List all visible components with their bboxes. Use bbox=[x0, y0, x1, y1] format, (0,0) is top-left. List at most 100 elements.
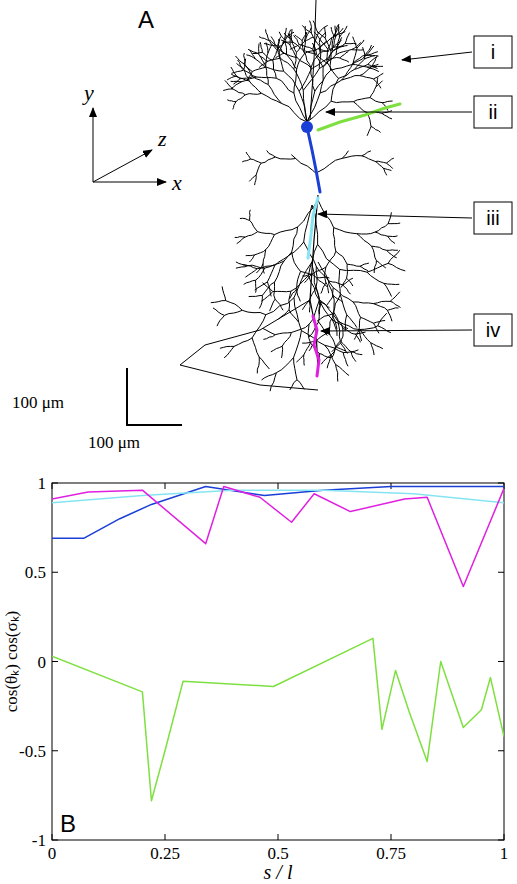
dendrite bbox=[386, 163, 392, 169]
dendrite bbox=[351, 49, 363, 51]
dendrite bbox=[232, 70, 244, 73]
dendrite bbox=[266, 67, 284, 71]
dendrite bbox=[236, 95, 245, 102]
dendrite bbox=[244, 280, 256, 284]
dendrite bbox=[245, 269, 257, 278]
dendrite bbox=[378, 313, 387, 326]
dendrite bbox=[303, 90, 307, 122]
dendrite bbox=[332, 37, 334, 51]
dendrite bbox=[326, 282, 329, 293]
dendrite bbox=[367, 46, 374, 55]
dendrite bbox=[266, 235, 275, 250]
dendrite bbox=[368, 57, 377, 65]
dendrite bbox=[317, 54, 329, 64]
x-tick bbox=[504, 834, 505, 840]
dendrite bbox=[368, 65, 378, 69]
dendrite bbox=[342, 156, 362, 159]
dendrite bbox=[233, 89, 245, 95]
dendrite bbox=[292, 227, 298, 252]
panel-label: B bbox=[60, 810, 76, 837]
dendrite bbox=[318, 262, 333, 288]
dendrite bbox=[262, 373, 277, 380]
dendrite bbox=[252, 67, 266, 71]
dendrite bbox=[236, 262, 248, 266]
dendrite bbox=[246, 72, 252, 81]
dendrite bbox=[260, 42, 262, 52]
dendrite bbox=[345, 33, 350, 44]
dendrite bbox=[372, 246, 387, 250]
dendrite bbox=[371, 126, 381, 132]
axis-arrow bbox=[93, 182, 166, 183]
dendrite bbox=[360, 330, 371, 343]
dendrite bbox=[347, 278, 353, 286]
dendrite bbox=[249, 295, 263, 296]
dendrite bbox=[320, 300, 338, 321]
dendrite bbox=[281, 40, 290, 45]
x-axis-title: s / l bbox=[264, 861, 293, 883]
dendrite bbox=[274, 282, 275, 299]
dendrite bbox=[382, 101, 392, 103]
dendrite bbox=[253, 52, 263, 53]
dendrite bbox=[259, 61, 268, 67]
dendrite bbox=[384, 283, 400, 284]
dendrite bbox=[373, 73, 383, 79]
y-tick-label: 0 bbox=[38, 653, 47, 672]
dendrite bbox=[304, 343, 311, 355]
dendrite bbox=[265, 261, 284, 268]
axis-icon-label: y bbox=[82, 80, 94, 105]
dendrite bbox=[299, 91, 307, 122]
dendrite bbox=[386, 158, 393, 163]
dendrite bbox=[245, 232, 257, 237]
dendrite bbox=[354, 65, 368, 70]
dendrite bbox=[320, 39, 328, 49]
dendrite bbox=[388, 223, 400, 225]
scale-bar-label: 100 μm bbox=[12, 393, 64, 412]
dendrite bbox=[261, 292, 272, 302]
dendrite bbox=[372, 246, 377, 261]
dendrite bbox=[367, 126, 371, 135]
label-box bbox=[474, 96, 512, 128]
dendrite bbox=[268, 85, 282, 104]
panel-label: A bbox=[138, 6, 154, 33]
y-tick bbox=[498, 661, 504, 662]
dendrite bbox=[360, 263, 369, 266]
dendrite bbox=[319, 39, 321, 52]
segment-label: i bbox=[491, 41, 495, 63]
dendrite bbox=[249, 81, 261, 93]
x-tick bbox=[391, 834, 392, 840]
dendrite bbox=[341, 343, 348, 353]
dendrite bbox=[363, 47, 365, 59]
dendrite bbox=[294, 331, 302, 358]
dendrite bbox=[291, 324, 309, 332]
dendrite bbox=[351, 352, 362, 355]
dendrite bbox=[244, 65, 253, 72]
dendrite bbox=[231, 81, 242, 82]
dendrite bbox=[278, 44, 284, 53]
dendrite bbox=[289, 34, 291, 45]
dendrite bbox=[250, 50, 256, 59]
dendrite bbox=[255, 280, 257, 292]
dendrite bbox=[338, 321, 360, 329]
dendrite bbox=[217, 315, 225, 326]
dendrite bbox=[343, 353, 348, 367]
dendrite bbox=[220, 346, 234, 348]
series-line bbox=[52, 487, 504, 587]
dendrite bbox=[360, 76, 374, 79]
dendrite bbox=[304, 37, 313, 41]
dendrite bbox=[339, 70, 355, 79]
y-tick bbox=[52, 572, 58, 573]
dendrite bbox=[276, 53, 285, 58]
dendrite bbox=[268, 58, 280, 61]
dendrite bbox=[374, 261, 376, 273]
dendrite bbox=[273, 291, 291, 293]
dendrite bbox=[248, 265, 265, 268]
dendrite bbox=[387, 310, 392, 321]
dendrite bbox=[262, 93, 282, 103]
dendrite bbox=[259, 295, 262, 308]
label-box bbox=[474, 36, 512, 68]
dendrite bbox=[329, 312, 334, 332]
dendrite bbox=[275, 157, 295, 159]
dendrite bbox=[236, 266, 248, 269]
dendrite bbox=[336, 28, 344, 37]
dendrite bbox=[334, 228, 357, 234]
